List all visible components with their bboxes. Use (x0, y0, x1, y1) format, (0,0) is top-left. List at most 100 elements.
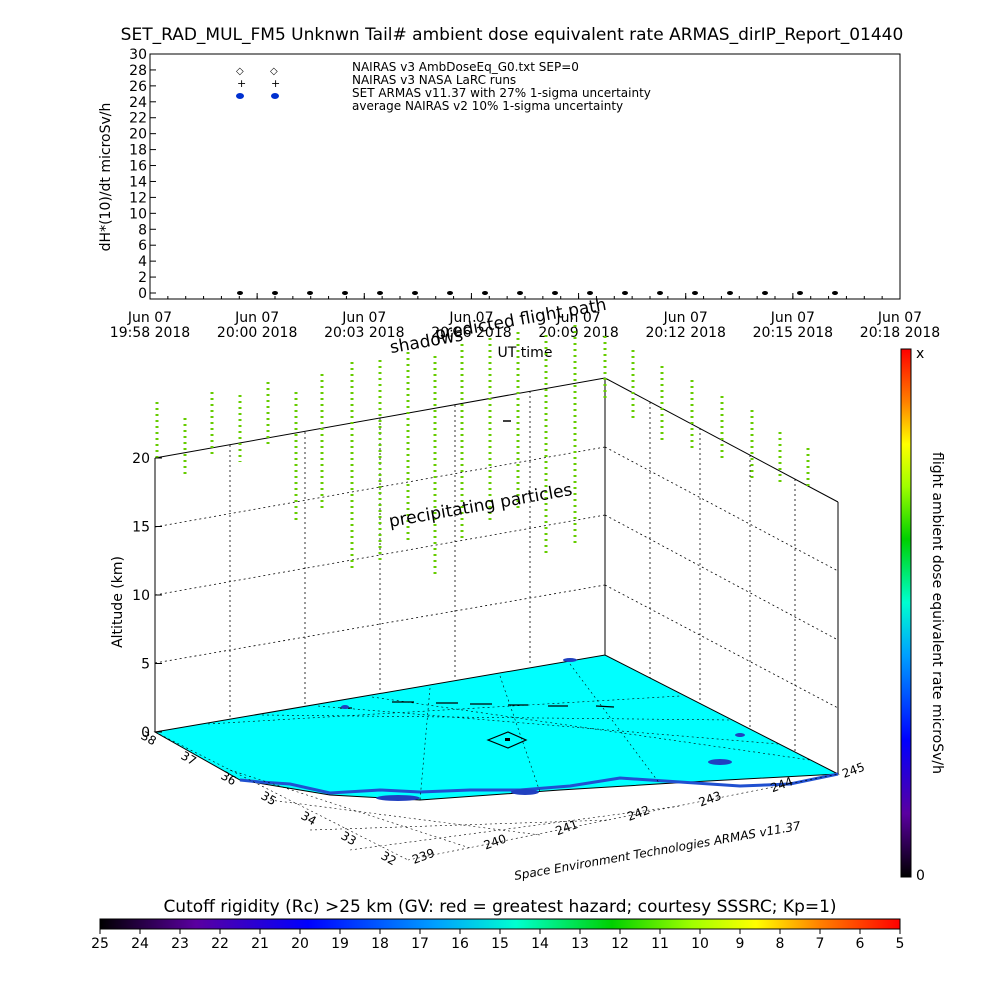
coastline (239, 772, 839, 795)
z-axis: 0 5 10 15 20 (132, 451, 162, 741)
top-legend: ◇ ◇ + + NAIRAS v3 AmbDoseEq_G0.txt SEP=0… (236, 60, 651, 113)
y-tick-label: 22 (129, 111, 147, 127)
z-tick-label: 5 (141, 657, 150, 673)
lon-tick-label: 245 (840, 760, 866, 781)
series-point (587, 291, 593, 295)
series-point (692, 291, 698, 295)
series-point (307, 291, 313, 295)
lat-tick-label: 33 (339, 828, 359, 848)
legend-symbol-plus-1: + (237, 77, 246, 90)
annotation-precipitating-particles: precipitating particles (387, 480, 574, 532)
series-point (377, 291, 383, 295)
top-x-axis-label: UT time (498, 345, 553, 361)
x-tick-label-date: Jun 07 (341, 310, 386, 326)
h-tick-label: 12 (611, 936, 629, 952)
h-tick-label: 24 (131, 936, 149, 952)
lat-tick-label: 32 (379, 848, 399, 868)
legend-entry: NAIRAS v3 AmbDoseEq_G0.txt SEP=0 (352, 60, 579, 74)
front-floor-grid (154, 731, 839, 861)
series-point (657, 291, 663, 295)
series-point (797, 291, 803, 295)
y-tick-label: 8 (138, 222, 147, 238)
series-point (622, 291, 628, 295)
y-tick-label: 0 (138, 286, 147, 302)
h-tick-label: 8 (776, 936, 785, 952)
airport-marker-center (505, 738, 510, 741)
lat-tick-label: 34 (299, 808, 319, 828)
dose-colorbar-label: flight ambient dose equivalent rate micr… (929, 452, 945, 774)
series-point (727, 291, 733, 295)
trajectory-3d-plot: predicted flight path shadows precipitat… (110, 295, 867, 883)
z-tick-label: 15 (132, 520, 150, 536)
y-tick-label: 16 (129, 159, 147, 175)
h-tick-label: 11 (651, 936, 669, 952)
x-tick-label-time: 20:18 2018 (860, 325, 940, 341)
legend-entry: SET ARMAS v11.37 with 27% 1-sigma uncert… (352, 86, 651, 100)
series-point (762, 291, 768, 295)
legend-symbol-plus-2: + (271, 77, 280, 90)
dose-colorbar-bar (900, 348, 912, 878)
y-tick-label: 12 (129, 190, 147, 206)
top-series-points (237, 291, 838, 295)
h-tick-label: 17 (411, 936, 429, 952)
rigidity-colorbar-ticks: 25 24 23 22 21 20 19 18 17 16 15 14 13 12 11 10 9 8 7 6 5 (91, 929, 904, 952)
flight-path-shadow (340, 701, 615, 709)
lon-tick-label: 243 (697, 788, 723, 809)
h-tick-label: 13 (571, 936, 589, 952)
y-tick-label: 10 (129, 206, 147, 222)
x-tick-label-time: 20:15 2018 (753, 325, 833, 341)
h-tick-label: 9 (736, 936, 745, 952)
h-tick-label: 5 (896, 936, 905, 952)
y-tick-label: 24 (129, 95, 147, 111)
x-tick-label-date: Jun 07 (663, 310, 708, 326)
h-tick-label: 25 (91, 936, 109, 952)
dose-colorbar: x 0 flight ambient dose equivalent rate … (900, 346, 945, 884)
y-tick-label: 30 (129, 47, 147, 63)
y-tick-label: 14 (129, 174, 147, 190)
x-tick-label-time: 20:06 2018 (431, 325, 511, 341)
floor-grid (207, 663, 811, 801)
dose-colorbar-bottom-label: 0 (916, 868, 925, 884)
x-tick-label-date: Jun 07 (234, 310, 279, 326)
z-axis-label: Altitude (km) (110, 556, 126, 648)
x-tick-label-time: 20:03 2018 (324, 325, 404, 341)
lon-tick-label: 242 (625, 803, 651, 824)
h-tick-label: 10 (691, 936, 709, 952)
lat-tick-label: 38 (139, 728, 159, 748)
x-tick-label-time: 20:09 2018 (538, 325, 618, 341)
h-tick-label: 18 (371, 936, 389, 952)
series-point (272, 291, 278, 295)
x-tick-label-date: Jun 07 (448, 310, 493, 326)
series-point (412, 291, 418, 295)
precipitating-particle-columns (155, 325, 810, 574)
y-tick-label: 2 (138, 270, 147, 286)
y-tick-label: 6 (138, 238, 147, 254)
3d-back-grid (154, 391, 839, 754)
dose-patches (341, 658, 745, 801)
dose-colorbar-top-label: x (916, 346, 924, 362)
top-y-axis-label: dH*(10)/dt microSv/h (98, 103, 114, 252)
series-point (482, 291, 488, 295)
y-tick-label: 18 (129, 143, 147, 159)
lon-tick-label: 239 (410, 846, 436, 867)
x-tick-label-date: Jun 07 (877, 310, 922, 326)
rigidity-colorbar-title: Cutoff rigidity (Rc) >25 km (GV: red = g… (163, 897, 836, 917)
series-point (517, 291, 523, 295)
lat-tick-label: 36 (219, 768, 239, 788)
legend-symbol-dot-1 (236, 93, 244, 99)
series-point (447, 291, 453, 295)
x-tick-label-time: 20:00 2018 (217, 325, 297, 341)
h-tick-label: 23 (171, 936, 189, 952)
rigidity-colorbar: Cutoff rigidity (Rc) >25 km (GV: red = g… (91, 897, 904, 952)
h-tick-label: 21 (251, 936, 269, 952)
y-tick-label: 26 (129, 79, 147, 95)
h-tick-label: 14 (531, 936, 549, 952)
x-tick-label-time: 20:12 2018 (645, 325, 725, 341)
lon-tick-label: 241 (554, 817, 580, 838)
series-point (832, 291, 838, 295)
legend-entry: NAIRAS v3 NASA LaRC runs (352, 73, 516, 87)
h-tick-label: 20 (291, 936, 309, 952)
